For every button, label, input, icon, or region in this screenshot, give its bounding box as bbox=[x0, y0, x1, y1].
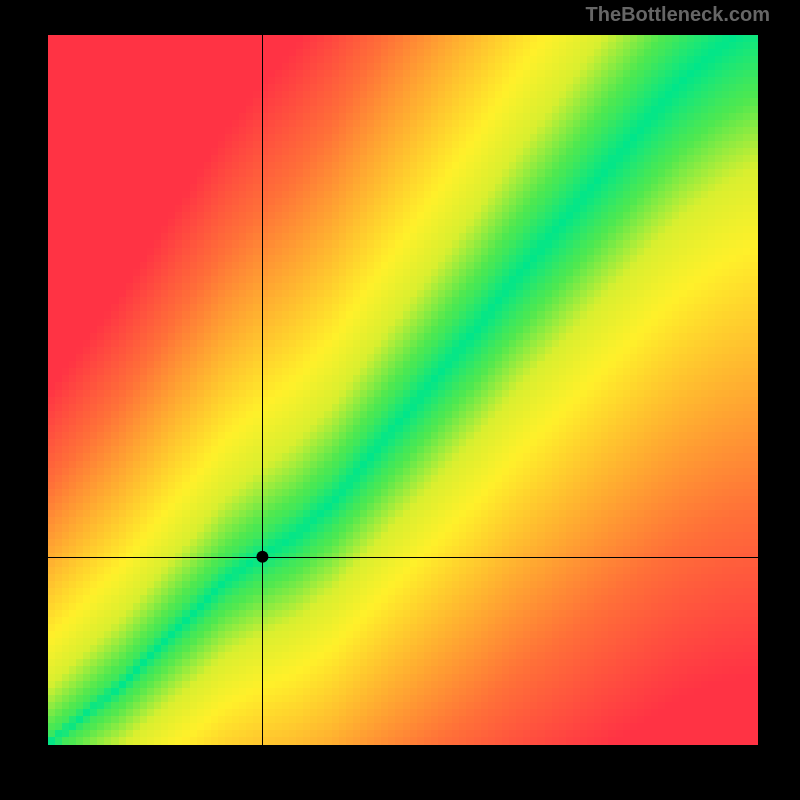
attribution-text: TheBottleneck.com bbox=[586, 4, 770, 27]
heatmap-canvas bbox=[48, 35, 758, 745]
heatmap-plot bbox=[48, 35, 758, 745]
chart-frame: TheBottleneck.com bbox=[0, 0, 800, 800]
